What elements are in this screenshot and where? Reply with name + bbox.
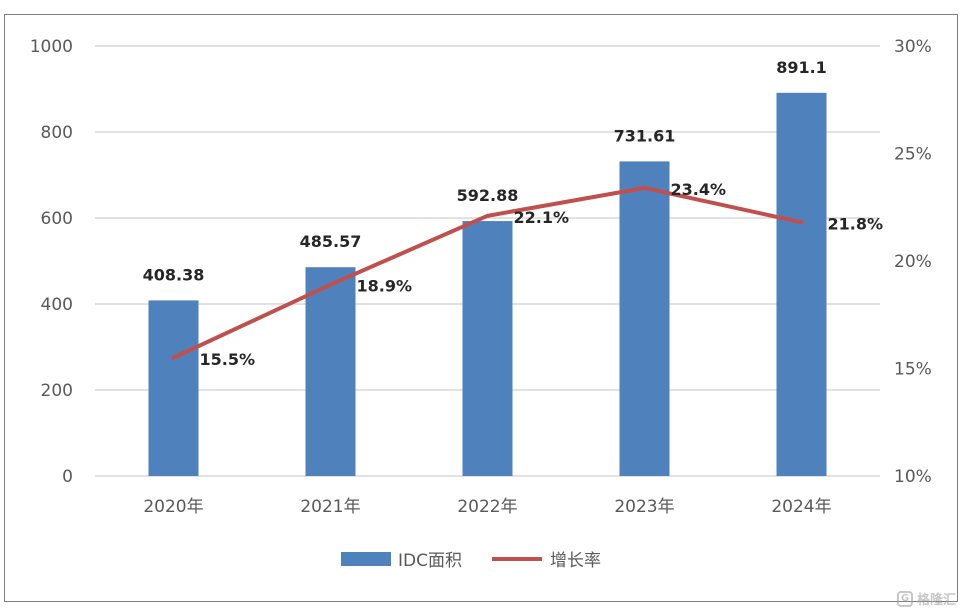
line-series [171, 185, 804, 360]
bar [776, 92, 827, 477]
bar-data-label: 731.61 [614, 126, 676, 145]
bar-data-label: 592.88 [457, 186, 519, 205]
bar-data-label: 408.38 [143, 265, 205, 284]
growth-rate-point [799, 220, 804, 225]
growth-rate-point [485, 213, 490, 218]
bar-data-label: 891.1 [776, 58, 827, 77]
watermark-logo-icon: G [896, 590, 913, 607]
left-tick-label: 0 [62, 467, 73, 487]
bar-series [148, 92, 827, 477]
growth-rate-point [171, 355, 176, 360]
bar [148, 300, 199, 476]
line-data-label: 18.9% [357, 277, 413, 296]
line-data-label: 23.4% [671, 180, 727, 199]
left-tick-label: 200 [41, 381, 73, 401]
right-tick-label: 30% [894, 37, 932, 57]
right-tick-label: 20% [894, 252, 932, 272]
x-tick-label: 2024年 [771, 497, 831, 517]
line-data-label: 21.8% [828, 214, 884, 233]
left-tick-label: 1000 [30, 37, 73, 57]
legend-label-line: 增长率 [550, 551, 601, 571]
x-axis-ticks: 2020年 2021年 2022年 2023年 2024年 [143, 497, 831, 517]
right-tick-label: 25% [894, 145, 932, 165]
right-axis-ticks: 10% 15% 20% 25% 30% [894, 37, 932, 487]
growth-rate-point [328, 282, 333, 287]
watermark: G 格隆汇 [896, 589, 956, 608]
left-tick-label: 400 [41, 295, 73, 315]
bar-data-labels: 408.38 485.57 592.88 731.61 891.1 [143, 58, 827, 285]
growth-rate-point [642, 185, 647, 190]
bar-data-label: 485.57 [300, 232, 362, 251]
gridlines [95, 45, 880, 477]
left-tick-label: 800 [41, 123, 73, 143]
legend-swatch-bar [341, 552, 391, 566]
bar [462, 221, 513, 476]
x-tick-label: 2022年 [457, 497, 517, 517]
legend: IDC面积 增长率 [341, 551, 601, 571]
bar [619, 161, 670, 476]
left-tick-label: 600 [41, 209, 73, 229]
right-tick-label: 10% [894, 467, 932, 487]
line-data-label: 15.5% [200, 350, 256, 369]
x-tick-label: 2021年 [300, 497, 360, 517]
left-axis-ticks: 0 200 400 600 800 1000 [30, 37, 73, 487]
x-tick-label: 2023年 [614, 497, 674, 517]
bar [305, 267, 356, 476]
legend-label-bar: IDC面积 [398, 551, 462, 571]
line-data-label: 22.1% [514, 208, 570, 227]
line-data-labels: 15.5% 18.9% 22.1% 23.4% 21.8% [200, 180, 884, 369]
right-tick-label: 15% [894, 360, 932, 380]
x-tick-label: 2020年 [143, 497, 203, 517]
watermark-text: 格隆汇 [916, 593, 956, 608]
